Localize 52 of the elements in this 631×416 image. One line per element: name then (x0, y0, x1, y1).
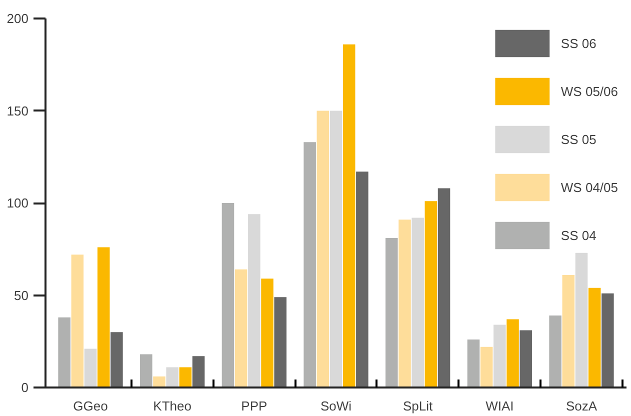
x-tick-label: SozA (566, 398, 598, 414)
legend-label: WS 04/05 (560, 180, 618, 194)
y-tick-label: 50 (14, 288, 29, 303)
legend-label: SS 06 (560, 36, 596, 50)
bar (140, 354, 152, 388)
legend-label: WS 05/06 (560, 84, 618, 98)
bar (166, 367, 178, 388)
bar (398, 220, 411, 388)
y-tick-label: 100 (6, 196, 29, 210)
bar (342, 44, 356, 388)
bar (356, 172, 368, 388)
bar (274, 297, 286, 388)
bar (234, 269, 248, 388)
bar (192, 356, 205, 388)
legend-label: SS 04 (560, 228, 596, 242)
bar (506, 319, 519, 388)
bar (261, 278, 274, 388)
bar (520, 330, 532, 388)
bar (480, 346, 493, 388)
bar (549, 316, 562, 388)
bar (248, 214, 260, 388)
bar (153, 376, 166, 388)
bar (222, 203, 234, 388)
bar (97, 247, 110, 388)
bar (467, 340, 480, 388)
bar (386, 238, 398, 388)
x-tick-label: SoWi (320, 398, 352, 414)
bar (110, 332, 123, 388)
bar (330, 110, 342, 388)
x-tick-label: GGeo (73, 398, 108, 414)
bar (575, 252, 588, 388)
y-tick-label: 200 (6, 11, 29, 26)
x-tick-label: WIAI (486, 398, 514, 414)
x-tick-label: KTheo (153, 398, 192, 414)
bar (602, 293, 614, 388)
bar (304, 142, 316, 388)
y-tick-label: 150 (6, 103, 29, 118)
bar (562, 274, 575, 388)
bar (588, 288, 601, 388)
y-tick-label: 0 (21, 380, 29, 395)
legend-label: SS 05 (560, 132, 596, 146)
bar (438, 188, 450, 388)
bar (494, 324, 506, 388)
bar (179, 367, 192, 388)
bar (316, 110, 330, 388)
bar (71, 254, 84, 388)
bar (58, 317, 70, 388)
x-tick-label: SpLit (403, 398, 434, 414)
bar (412, 218, 424, 388)
x-tick-label: PPP (241, 398, 268, 414)
bar (84, 348, 97, 388)
bar (424, 201, 438, 388)
